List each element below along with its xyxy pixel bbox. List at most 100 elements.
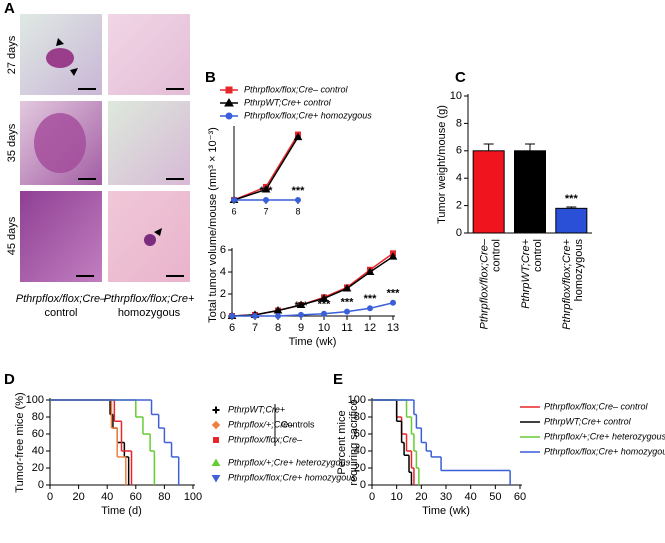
significance: *** [292,185,306,197]
y-tick-label: 80 [354,411,366,423]
x-tick-label: 20 [415,491,427,503]
significance: *** [364,293,378,305]
y-tick-label: 8 [456,117,462,129]
y-tick-label: 100 [26,394,44,406]
marker [319,293,329,302]
x-tick-label: 40 [465,491,477,503]
bar [514,150,546,234]
marker [296,300,306,308]
x-tick-label: 10 [318,322,330,334]
significance: *** [295,300,309,312]
marker [344,308,350,315]
x-tick-label: 7 [263,206,268,216]
histology-images [20,14,190,282]
y-axis-label: Percent mice [336,410,348,474]
legend-label: PthrpWT;Cre+ control [244,97,332,107]
y-tick-label: 0 [456,227,462,239]
error-bar [525,143,535,151]
y-tick-label: 0 [360,479,366,491]
arrowhead [56,38,64,46]
y-tick-label: 20 [354,462,366,474]
legend-label: Pthrpflox/flox;Cre+ homozygous [544,446,665,456]
marker [388,252,398,260]
marker [365,267,375,275]
category-label: Pthrpflox/flox;Cre– [479,238,491,329]
x-tick-label: 100 [184,491,202,503]
y-tick-label: 40 [354,445,366,457]
significance: *** [341,297,355,309]
legend-marker [211,475,221,483]
y-tick-label: 60 [354,428,366,440]
x-tick-label: 7 [252,322,258,334]
x-tick-label: 6 [229,322,235,334]
row-label: 35 days [6,123,18,162]
y-tick-label: 80 [32,411,44,423]
panel-label: E [333,371,343,388]
y-tick-label: 4 [220,266,226,278]
x-tick-label: 9 [298,322,304,334]
x-tick-label: 20 [72,491,84,503]
x-tick-label: 50 [489,491,501,503]
marker [231,197,237,203]
image [108,101,190,185]
x-tick-label: 0 [47,491,53,503]
legend-marker [224,97,234,107]
y-tick-label: 4 [456,172,462,184]
y-axis-label: Tumor weight/mouse (g) [436,105,448,224]
column-label: control [44,307,77,319]
y-tick-label: 6 [456,145,462,157]
error-bar [483,143,494,151]
x-tick-label: 30 [440,491,452,503]
category-label: Pthrpflox/flox;Cre+ [561,238,573,329]
y-tick-label: 20 [32,462,44,474]
row-label: 45 days [6,216,18,255]
marker [298,311,304,318]
significance: *** [260,185,274,197]
column-label: Pthrpflox/flox;Cre+ [104,293,195,305]
y-tick-label: 2 [456,200,462,212]
y-tick-label: 60 [32,428,44,440]
y-tick-label: 0 [220,310,226,322]
y-tick-label: 100 [348,394,366,406]
x-tick-label: 60 [130,491,142,503]
marker [390,299,396,306]
image-feature [34,113,86,173]
y-tick-label: 0 [38,479,44,491]
x-axis-label: Time (wk) [289,336,337,348]
x-tick-label: 6 [231,206,236,216]
legend-label: Pthrpflox/flox;Cre– [228,434,303,444]
arrowhead [70,68,78,76]
legend-label: PthrpWT;Cre+ control [544,416,632,426]
x-tick-label: 8 [275,322,281,334]
panel-label: B [205,69,216,86]
marker [321,310,327,317]
category-label: control [532,239,544,272]
marker [293,132,303,141]
x-tick-label: 80 [158,491,170,503]
legend-label: Pthrpflox/+;Cre+ heterozygous [544,431,665,441]
legend-marker [225,112,233,120]
marker [263,197,269,203]
marker [252,313,258,319]
legend-marker [213,437,219,443]
x-axis-label: Time (d) [101,505,142,517]
x-tick-label: 0 [369,491,375,503]
column-label: homozygous [118,307,181,319]
x-tick-label: 11 [341,322,352,334]
image-feature [144,234,156,246]
group-label: Controls [281,419,315,429]
x-tick-label: 40 [101,491,113,503]
marker [261,185,271,193]
arrowhead [154,228,162,236]
bar [555,207,588,234]
marker [275,313,281,319]
significance: *** [318,299,332,311]
significance: *** [387,288,401,300]
column-label: Pthrpflox/flox;Cre– [16,293,107,305]
category-label: PthrpWT;Cre+ [520,238,532,308]
y-tick-label: 2 [220,288,226,300]
category-label: control [491,239,503,272]
panel-label: D [4,371,15,388]
marker [295,197,301,203]
